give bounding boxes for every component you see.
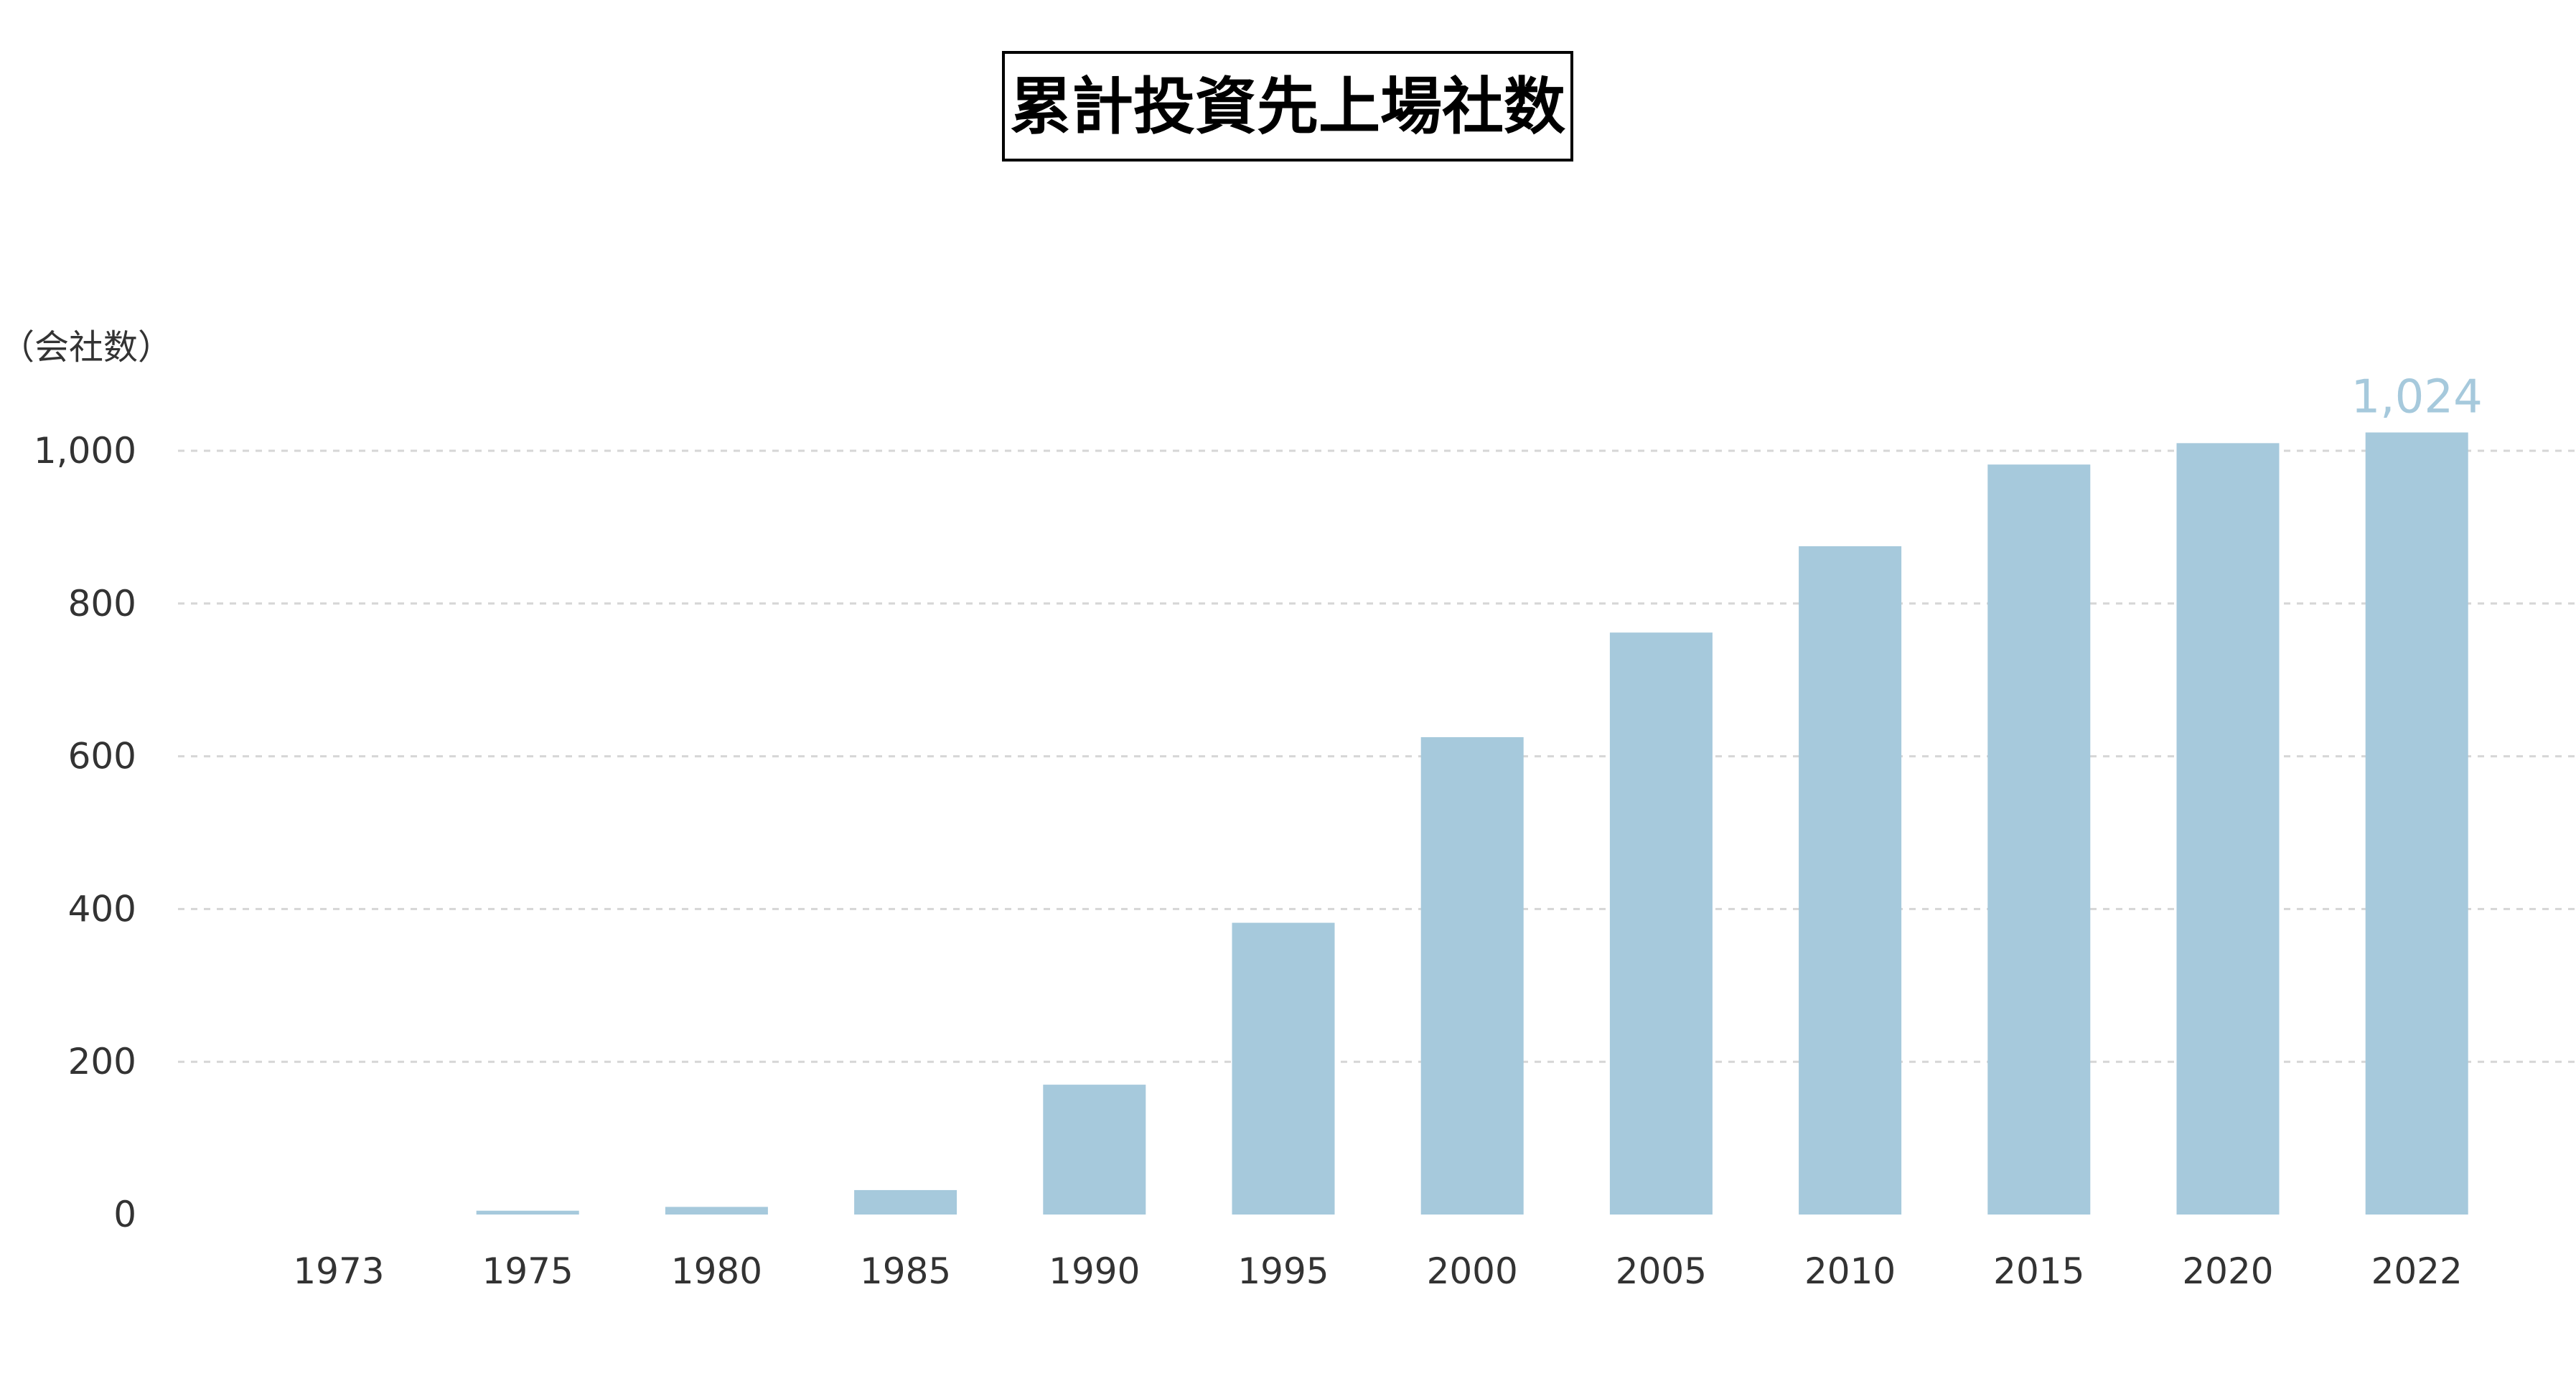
x-tick-label: 2005	[1616, 1250, 1707, 1292]
bar	[476, 1210, 579, 1215]
bar	[1043, 1085, 1146, 1215]
y-tick-label: 1,000	[34, 430, 136, 472]
y-axis-unit-label: （会社数）	[0, 327, 172, 368]
y-tick-label: 200	[68, 1041, 136, 1082]
bar	[665, 1207, 768, 1215]
x-tick-label: 1990	[1049, 1250, 1140, 1292]
x-tick-label: 1985	[860, 1250, 951, 1292]
bars	[476, 432, 2468, 1215]
bar	[1987, 464, 2091, 1215]
x-tick-label: 2015	[1993, 1250, 2084, 1292]
chart-title-group: 累計投資先上場社数	[1002, 51, 1573, 162]
bar	[854, 1189, 957, 1215]
data-label: 1,024	[2351, 370, 2483, 424]
x-tick-label: 1975	[482, 1250, 573, 1292]
y-tick-label: 400	[68, 888, 136, 930]
x-tick-label: 2020	[2182, 1250, 2273, 1292]
chart-title-box	[1002, 51, 1573, 162]
bar	[1799, 546, 1902, 1215]
bar	[2365, 432, 2468, 1215]
x-tick-label: 2000	[1427, 1250, 1518, 1292]
data-labels: 1,024	[2351, 370, 2483, 424]
x-tick-label: 2010	[1804, 1250, 1896, 1292]
y-axis-ticks: 0 200 400 600 800 1,000	[34, 430, 136, 1235]
x-tick-label: 1980	[671, 1250, 762, 1292]
x-axis-ticks: 1973 1975 1980 1985 1990 1995 2000 2005 2010 2015…	[293, 1250, 2462, 1292]
y-tick-label: 0	[113, 1194, 136, 1235]
x-tick-label: 2022	[2371, 1250, 2463, 1292]
x-tick-label: 1973	[293, 1250, 384, 1292]
bar	[1420, 737, 1524, 1215]
y-tick-label: 800	[68, 583, 136, 624]
bar	[1232, 922, 1335, 1215]
chart-title: 累計投資先上場社数	[1010, 71, 1565, 143]
x-tick-label: 1995	[1237, 1250, 1329, 1292]
bar	[2176, 443, 2280, 1215]
bar	[1609, 632, 1713, 1215]
y-tick-label: 600	[68, 736, 136, 777]
